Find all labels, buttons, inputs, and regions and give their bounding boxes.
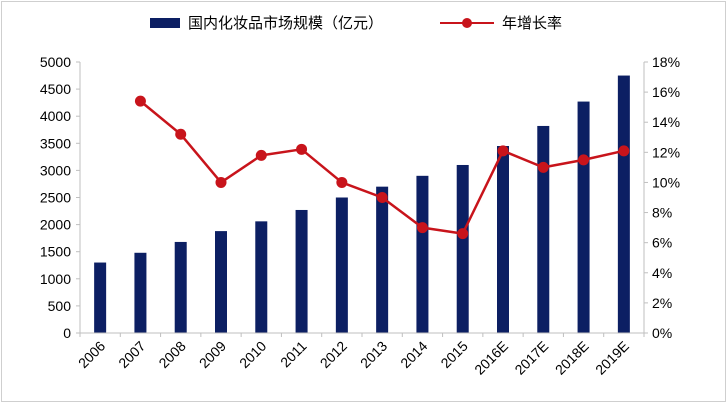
growth-point-2015 <box>457 228 469 240</box>
left-axis: 0 500 1000 1500 2000 2500 3000 3500 4000 4500 5000 <box>40 54 81 341</box>
bar-2011 <box>295 209 308 333</box>
bar-2015 <box>456 164 469 333</box>
bar-2008 <box>174 241 187 333</box>
right-tick-label: 18% <box>652 54 680 70</box>
bar-2018E <box>577 101 590 333</box>
right-tick-label: 4% <box>652 265 672 281</box>
left-tick-label: 1000 <box>40 271 71 287</box>
left-tick-label: 1500 <box>40 244 71 260</box>
growth-point-2014 <box>416 222 428 234</box>
right-tick-label: 0% <box>652 325 672 341</box>
right-tick-label: 12% <box>652 144 680 160</box>
left-tick-label: 2500 <box>40 190 71 206</box>
growth-point-2018E <box>578 154 590 166</box>
growth-point-2012 <box>336 176 348 188</box>
left-tick-label: 2000 <box>40 217 71 233</box>
growth-point-2009 <box>215 176 227 188</box>
right-tick-label: 14% <box>652 114 680 130</box>
chart-legend: 国内化妆品市场规模（亿元） 年增长率 <box>150 14 562 32</box>
bar-2019E <box>617 75 630 334</box>
growth-point-2013 <box>376 192 388 203</box>
bar-series <box>94 75 630 334</box>
legend-bar-label: 国内化妆品市场规模（亿元） <box>188 14 383 32</box>
right-tick-label: 8% <box>652 205 672 221</box>
bar-2012 <box>335 197 348 333</box>
legend-line-label: 年增长率 <box>502 14 562 32</box>
right-tick-label: 10% <box>652 174 680 190</box>
growth-point-2016E <box>497 145 509 157</box>
growth-point-2019E <box>618 145 630 157</box>
left-tick-label: 4000 <box>40 108 71 124</box>
growth-point-2008 <box>175 128 187 140</box>
legend-line-marker <box>462 18 472 28</box>
bar-2010 <box>255 221 268 333</box>
left-tick-label: 4500 <box>40 81 71 97</box>
right-axis: 0% 2% 4% 6% 8% 10% 12% 14% 16% 18% <box>643 54 680 341</box>
bar-2006 <box>94 262 107 333</box>
growth-rate-series <box>134 95 630 240</box>
growth-point-2017E <box>537 161 549 173</box>
left-tick-label: 5000 <box>40 54 71 70</box>
bar-2013 <box>376 186 389 333</box>
growth-point-2010 <box>255 149 267 161</box>
bar-2016E <box>497 146 509 333</box>
left-tick-label: 3000 <box>40 162 71 178</box>
left-tick-label: 500 <box>48 298 72 314</box>
growth-point-2007 <box>134 95 146 107</box>
right-tick-label: 2% <box>652 295 672 311</box>
bar-2017E <box>537 125 550 334</box>
growth-point-2011 <box>296 143 308 155</box>
bar-2007 <box>134 252 147 333</box>
right-tick-label: 16% <box>652 84 680 100</box>
left-tick-label: 3500 <box>40 135 71 151</box>
bar-2014 <box>416 175 429 333</box>
left-tick-label: 0 <box>63 325 71 341</box>
right-tick-label: 6% <box>652 235 672 251</box>
bar-2009 <box>215 231 227 333</box>
legend-bar-swatch <box>150 18 180 28</box>
